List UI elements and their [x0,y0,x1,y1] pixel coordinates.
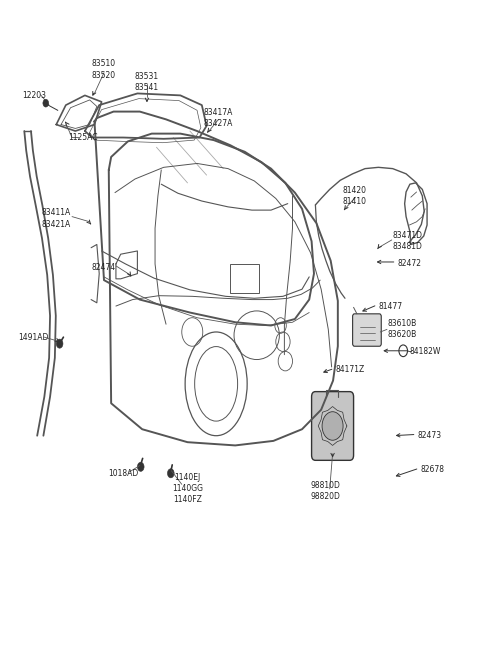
FancyBboxPatch shape [312,392,354,460]
Text: 83531
83541: 83531 83541 [135,72,159,92]
Text: 83417A
83427A: 83417A 83427A [204,108,233,128]
Circle shape [322,411,343,440]
Text: 83411A
83421A: 83411A 83421A [42,208,71,229]
Text: 1491AD: 1491AD [19,333,49,342]
Text: 98810D
98820D: 98810D 98820D [311,480,341,501]
Circle shape [137,462,144,471]
Text: 1125AC: 1125AC [68,133,98,142]
Text: 82473: 82473 [418,431,442,440]
Text: 12203: 12203 [22,91,46,100]
FancyBboxPatch shape [353,314,381,346]
Circle shape [56,339,63,348]
Text: 82474: 82474 [92,262,116,271]
Text: 83510
83520: 83510 83520 [92,59,116,79]
Text: 81477: 81477 [378,301,403,311]
Text: 83471D
83481D: 83471D 83481D [393,231,423,251]
Text: 81420
81410: 81420 81410 [343,186,367,206]
Circle shape [43,99,48,107]
Text: 1140EJ
1140GG
1140FZ: 1140EJ 1140GG 1140FZ [172,473,203,505]
Text: 84171Z: 84171Z [336,365,365,374]
Text: 82678: 82678 [420,465,444,474]
Text: 82472: 82472 [397,258,421,268]
Circle shape [168,469,174,478]
Text: 84182W: 84182W [409,347,441,356]
Text: 1018AD: 1018AD [108,469,138,478]
Text: 83610B
83620B: 83610B 83620B [388,319,417,339]
